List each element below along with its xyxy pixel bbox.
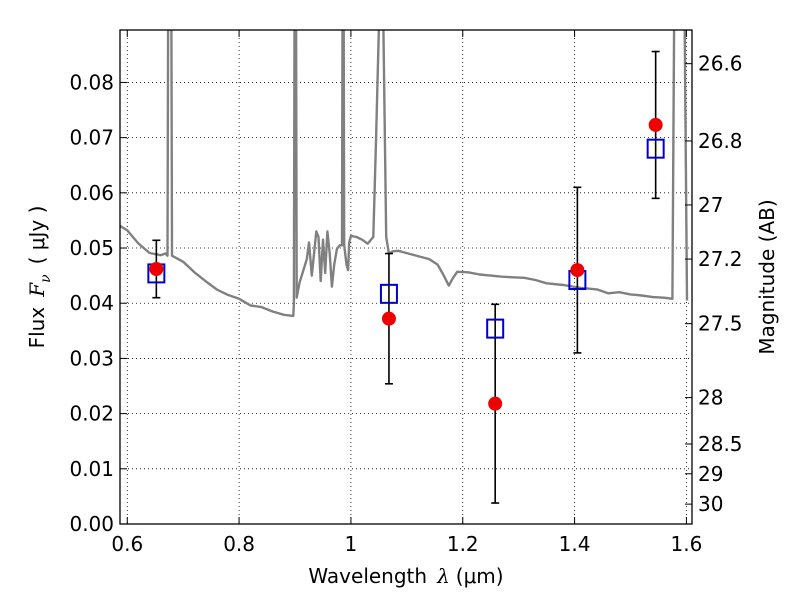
y-tick-label: 0.00	[69, 512, 114, 536]
y2-tick-label: 27.5	[698, 312, 743, 336]
y2-tick-label: 26.8	[698, 129, 743, 153]
y2-tick-label: 30	[698, 492, 723, 516]
y-tick-label: 0.02	[69, 402, 114, 426]
x-tick-label: 1	[345, 532, 358, 556]
model-spectrum-line	[120, 30, 689, 318]
y2-tick-label: 28	[698, 386, 723, 410]
observed-flux-point-4	[648, 117, 663, 132]
y-tick-label: 0.06	[69, 181, 114, 205]
y-tick-label: 0.05	[69, 236, 114, 260]
y2-tick-label: 27	[698, 193, 723, 217]
plot-frame	[119, 29, 693, 525]
axis-ticks: 0.6 0.8 1 1.2 1.4 1.6 0.00 0.01 0.02 0.03 0.04 0.05…	[69, 30, 743, 556]
observed-flux-point-0	[149, 261, 164, 276]
y2-tick-label: 28.5	[698, 432, 743, 456]
y2-tick-label: 26.6	[698, 52, 743, 76]
y-axis-label: FluxFν( μJy )	[25, 206, 54, 349]
x-tick-label: 0.8	[223, 532, 255, 556]
x-tick-label: 1.6	[671, 532, 703, 556]
y-tick-label: 0.03	[69, 346, 114, 370]
y-tick-label: 0.07	[69, 126, 114, 150]
model-spectrum-layer	[120, 30, 689, 318]
y2-axis-label: Magnitude (AB)	[755, 199, 779, 354]
grid	[120, 30, 692, 525]
model-photometry-square-2	[486, 318, 505, 339]
y-tick-label: 0.01	[69, 457, 114, 481]
y-tick-label: 0.08	[69, 70, 114, 94]
x-tick-label: 1.4	[559, 532, 591, 556]
model-photometry-square-4	[646, 138, 665, 159]
observed-flux-point-1	[381, 311, 396, 326]
model-photometry-square-1	[379, 283, 398, 304]
y2-tick-label: 27.2	[698, 247, 743, 271]
x-axis-label: Wavelength λ (μm)	[308, 564, 503, 588]
x-tick-label: 1.2	[447, 532, 479, 556]
observed-flux-point-2	[488, 396, 503, 411]
x-tick-label: 0.6	[111, 532, 143, 556]
data-points-layer	[147, 50, 665, 504]
y2-tick-label: 29	[698, 462, 723, 486]
observed-flux-point-3	[570, 263, 585, 278]
y-tick-label: 0.04	[69, 291, 114, 315]
